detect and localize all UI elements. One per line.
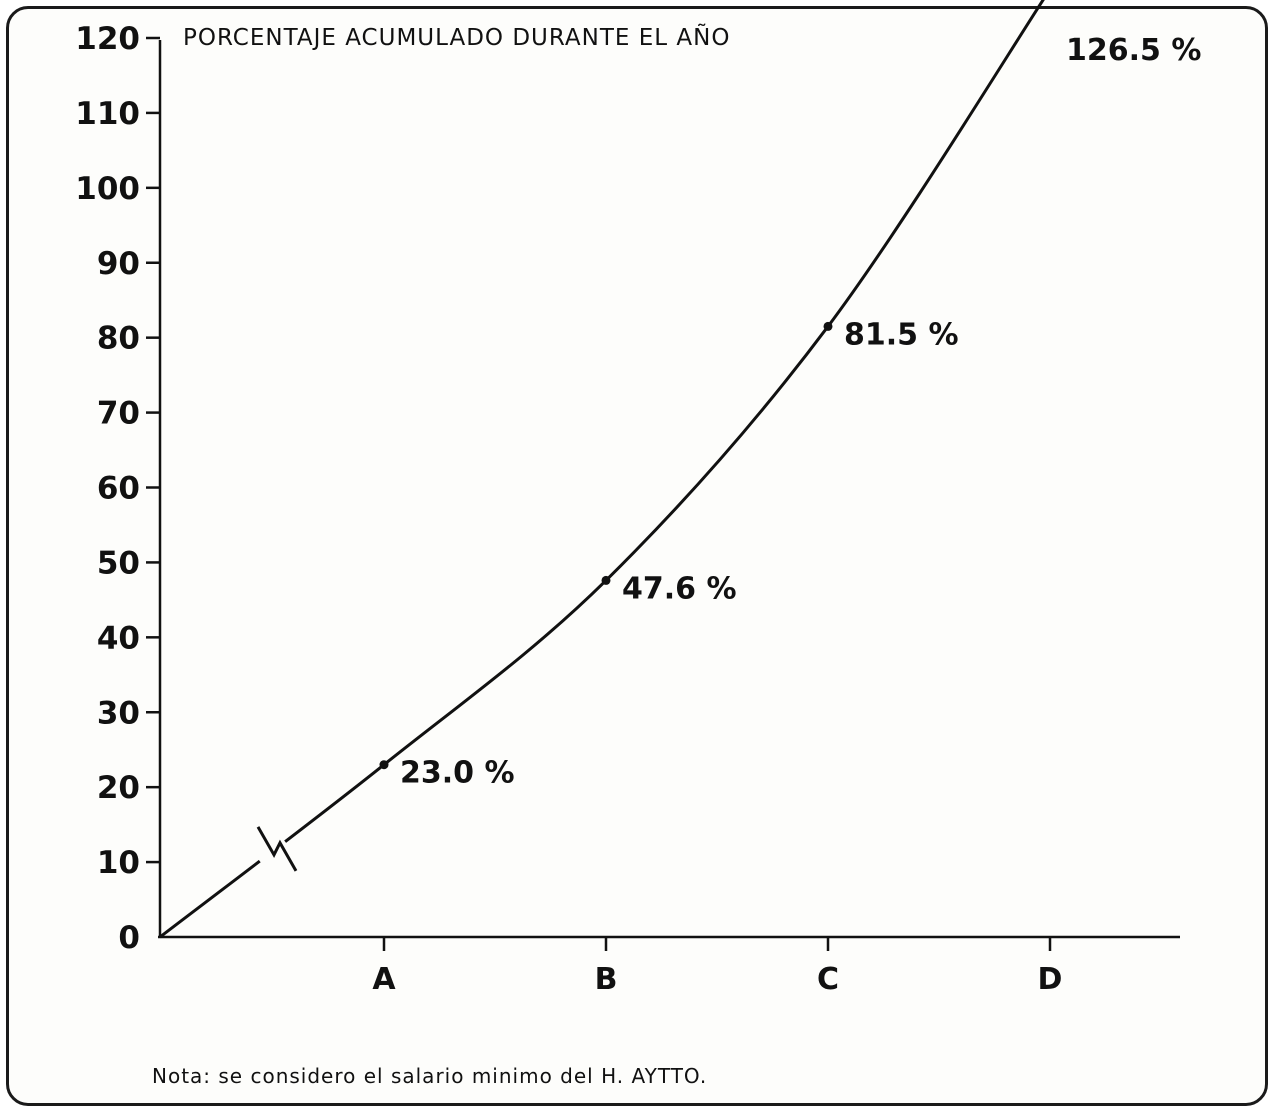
x-tick-label: C (817, 962, 839, 997)
chart-title: PORCENTAJE ACUMULADO DURANTE EL AÑO (183, 23, 730, 51)
y-tick-label: 120 (75, 21, 140, 57)
x-axis-ticks: A B C D (372, 937, 1062, 997)
data-point (823, 321, 833, 331)
chart-frame (6, 6, 1268, 1106)
axes (158, 40, 1180, 939)
axis-break-mark (256, 826, 298, 872)
data-label: 23.0 % (400, 756, 515, 791)
data-point (601, 575, 611, 585)
y-tick-label: 0 (118, 920, 140, 956)
y-tick-label: 90 (97, 246, 140, 282)
data-label: 126.5 % (1066, 33, 1201, 68)
series-group (159, 0, 1045, 939)
y-tick-label: 110 (75, 96, 140, 132)
data-label: 81.5 % (844, 317, 959, 352)
y-tick-label: 30 (97, 695, 140, 731)
y-tick-label: 100 (75, 171, 140, 207)
y-tick-label: 70 (97, 396, 140, 432)
x-tick-label: A (372, 962, 396, 997)
y-tick-label: 40 (97, 620, 140, 656)
y-tick-label: 60 (97, 471, 140, 507)
footnote: Nota: se considero el salario minimo del… (152, 1064, 707, 1086)
data-label: 47.6 % (622, 571, 737, 606)
series-line (159, 0, 1045, 939)
y-tick-label: 20 (97, 770, 140, 806)
x-tick-label: B (595, 962, 618, 997)
y-tick-label: 50 (97, 545, 140, 581)
y-tick-label: 10 (97, 845, 140, 881)
y-axis-ticks: 0 10 20 30 40 50 60 70 80 90 100 110 120 (75, 21, 160, 956)
y-tick-label: 80 (97, 321, 140, 357)
x-tick-label: D (1038, 962, 1063, 997)
data-labels: 23.0 % 47.6 % 81.5 % 126.5 % (400, 33, 1201, 791)
data-point (379, 760, 389, 770)
